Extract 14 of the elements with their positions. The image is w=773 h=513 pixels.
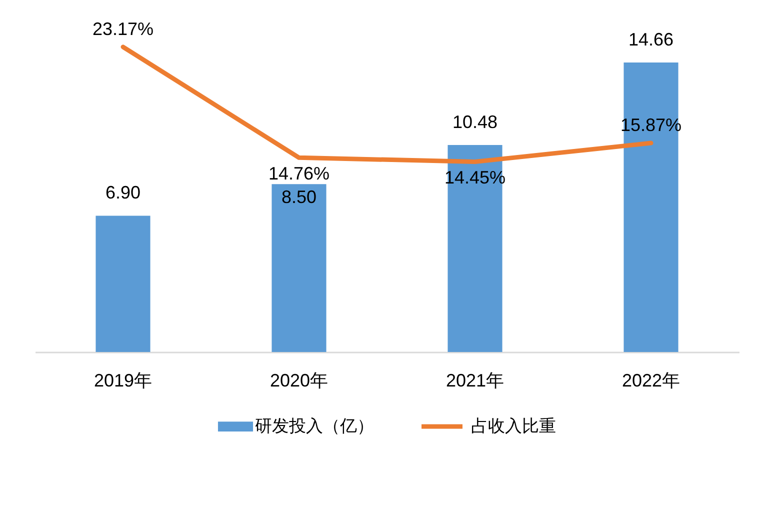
x-tick-label: 2022年 bbox=[622, 370, 680, 390]
data-label: 8.50 bbox=[281, 187, 317, 208]
data-label: 23.17% bbox=[92, 18, 154, 39]
data-label: 6.90 bbox=[105, 182, 141, 203]
x-tick-label: 2021年 bbox=[446, 370, 504, 390]
legend-label: 占收入比重 bbox=[471, 416, 556, 436]
data-label: 14.66 bbox=[628, 29, 674, 50]
x-tick-label: 2020年 bbox=[270, 370, 328, 390]
x-tick-label: 2019年 bbox=[94, 370, 152, 390]
bar bbox=[272, 184, 326, 352]
bar bbox=[96, 216, 150, 352]
legend-label: 研发投入（亿） bbox=[255, 416, 374, 436]
data-label: 14.76% bbox=[268, 164, 330, 184]
data-label: 10.48 bbox=[452, 112, 498, 132]
